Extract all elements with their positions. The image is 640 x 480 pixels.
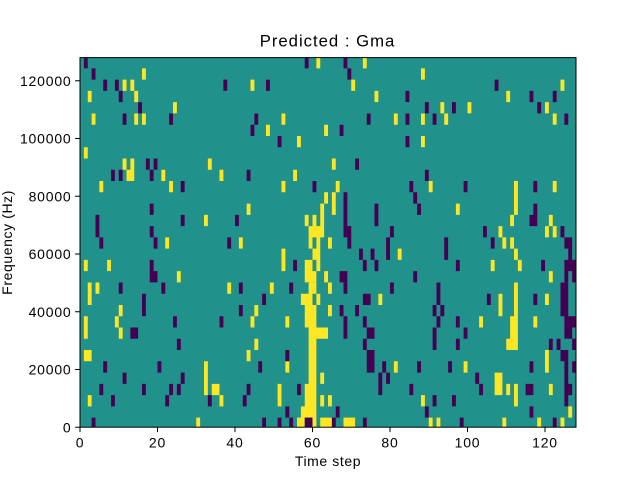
svg-text:100: 100	[455, 435, 481, 451]
svg-text:40000: 40000	[29, 304, 72, 320]
svg-text:60000: 60000	[29, 246, 72, 262]
svg-text:Predicted : Gma: Predicted : Gma	[260, 32, 396, 51]
svg-text:Frequency (Hz): Frequency (Hz)	[0, 190, 15, 295]
svg-text:20000: 20000	[29, 361, 72, 377]
svg-text:0: 0	[76, 435, 85, 451]
svg-text:80000: 80000	[29, 188, 72, 204]
svg-text:40: 40	[226, 435, 243, 451]
svg-text:60: 60	[304, 435, 321, 451]
svg-text:20: 20	[149, 435, 166, 451]
svg-text:120: 120	[532, 435, 558, 451]
svg-text:80: 80	[381, 435, 398, 451]
svg-text:100000: 100000	[20, 130, 72, 146]
svg-text:120000: 120000	[20, 73, 72, 89]
svg-text:Time step: Time step	[295, 453, 361, 469]
svg-text:0: 0	[63, 419, 72, 435]
